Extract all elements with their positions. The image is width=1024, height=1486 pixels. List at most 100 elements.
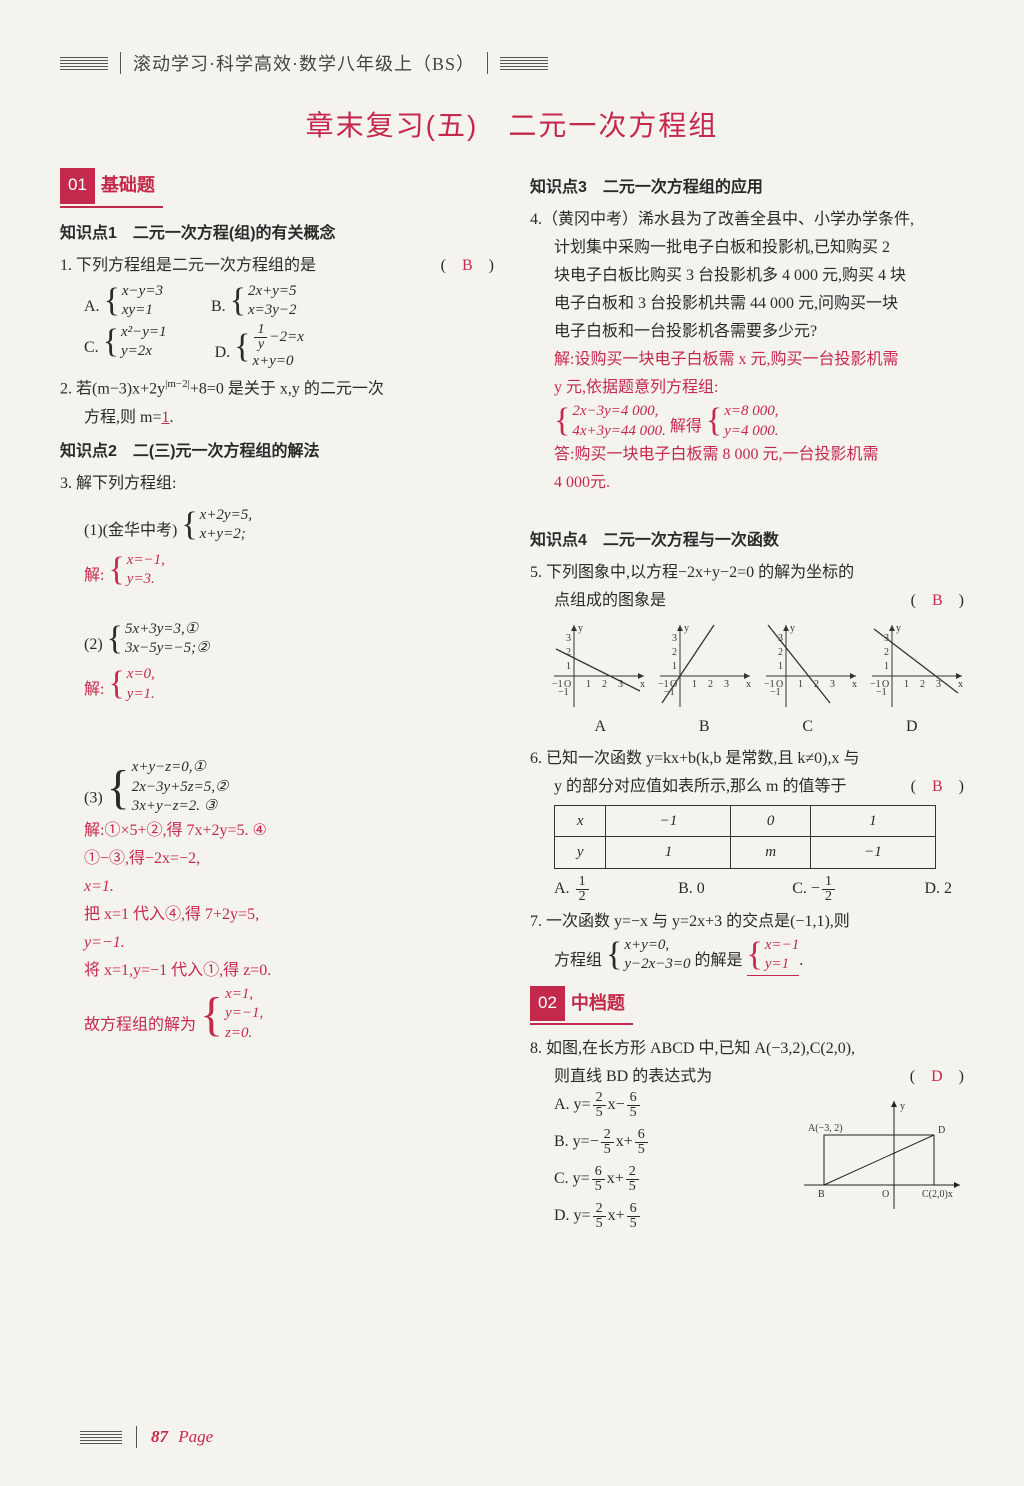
svg-text:y: y bbox=[684, 623, 689, 634]
svg-text:3: 3 bbox=[936, 679, 941, 690]
svg-text:1: 1 bbox=[566, 661, 571, 672]
q5-label-a: A bbox=[594, 713, 606, 741]
label-o: O bbox=[882, 1189, 889, 1200]
svg-text:3: 3 bbox=[672, 633, 677, 644]
q4-l5: 电子白板和一台投影机各需要多少元? bbox=[554, 318, 964, 346]
q8-diagram: A(−3, 2) D B O C(2,0)x y bbox=[794, 1095, 964, 1225]
page-number: 87 bbox=[151, 1427, 168, 1446]
q6-options: A. 12 B. 0 C. −12 D. 2 bbox=[554, 875, 952, 904]
q3-part2: (2) {5x+3y=3,①3x−5y=−5;② bbox=[84, 620, 494, 659]
q3p3-step7: 故方程组的解为 {x=1,y=−1,z=0. bbox=[84, 985, 494, 1044]
q3p3-s7-text: 故方程组的解为 bbox=[84, 1017, 196, 1034]
knowledge-point-3: 知识点3 二元一次方程组的应用 bbox=[530, 174, 964, 202]
q7-period: . bbox=[799, 952, 803, 969]
svg-text:1: 1 bbox=[778, 661, 783, 672]
svg-text:1: 1 bbox=[692, 679, 697, 690]
svg-text:2: 2 bbox=[778, 647, 783, 658]
label-d: D bbox=[938, 1125, 945, 1136]
q5-chart-a: yx O 123 123 −1−1 bbox=[548, 621, 646, 711]
cell: −1 bbox=[606, 806, 731, 837]
section-badge-01: 01 基础题 bbox=[60, 168, 163, 208]
q8-l1: 8. 如图,在长方形 ABCD 中,已知 A(−3,2),C(2,0), bbox=[530, 1035, 964, 1063]
label-c: C(2,0)x bbox=[922, 1189, 953, 1200]
q4-mid: 解得 bbox=[670, 418, 702, 435]
answer-paren: ( D ) bbox=[910, 1063, 964, 1091]
svg-text:1: 1 bbox=[586, 679, 591, 690]
q5-l2-text: 点组成的图象是 bbox=[554, 592, 666, 609]
answer-paren: ( B ) bbox=[911, 773, 964, 801]
left-column: 01 基础题 知识点1 二元一次方程(组)的有关概念 1. 下列方程组是二元一次… bbox=[60, 168, 494, 1231]
right-column: 知识点3 二元一次方程组的应用 4.（黄冈中考）浠水县为了改善全县中、小学办学条… bbox=[530, 168, 964, 1231]
svg-text:3: 3 bbox=[566, 633, 571, 644]
q3p2-sol-label: 解: bbox=[84, 681, 104, 698]
q6-option-c: C. −12 bbox=[792, 875, 837, 904]
q5-chart-c: yx O 123 123 −1−1 bbox=[760, 621, 858, 711]
badge-number: 02 bbox=[530, 986, 565, 1022]
q5-chart-labels: A B C D bbox=[548, 713, 964, 741]
q8-l2: 则直线 BD 的表达式为 ( D ) bbox=[554, 1063, 964, 1091]
q3p1-solution: 解: {x=−1,y=3. bbox=[84, 551, 494, 590]
q4-l2: 计划集中采购一批电子白板和投影机,已知购买 2 bbox=[554, 234, 964, 262]
svg-text:y: y bbox=[578, 623, 583, 634]
q7-l2: 方程组 {x+y=0,y−2x−3=0 的解是 {x=−1y=1. bbox=[554, 936, 964, 976]
q5-label-d: D bbox=[906, 713, 918, 741]
cell: m bbox=[731, 837, 810, 868]
two-column-layout: 01 基础题 知识点1 二元一次方程(组)的有关概念 1. 下列方程组是二元一次… bbox=[60, 168, 964, 1231]
svg-text:1: 1 bbox=[672, 661, 677, 672]
q1-options-row2: C. {x²−y=1y=2x D. {1y−2=xx+y=0 bbox=[84, 323, 494, 372]
svg-text:y: y bbox=[790, 623, 795, 634]
q3p2-label: (2) bbox=[84, 636, 103, 653]
q2-exp: |m−2| bbox=[165, 378, 190, 390]
q8-l2-text: 则直线 BD 的表达式为 bbox=[554, 1068, 712, 1085]
q1-stem: 1. 下列方程组是二元一次方程组的是 bbox=[60, 257, 316, 274]
q1-option-d: D. {1y−2=xx+y=0 bbox=[215, 323, 304, 372]
svg-text:x: x bbox=[852, 679, 857, 690]
decor-lines-right bbox=[500, 57, 548, 70]
q3-part3: (3) {x+y−z=0,①2x−3y+5z=5,②3x+y−z=2. ③ bbox=[84, 758, 494, 817]
q6-answer: B bbox=[932, 778, 943, 795]
q3p2-solution: 解: {x=0,y=1. bbox=[84, 665, 494, 704]
q1-options-row1: A. {x−y=3xy=1 B. {2x+y=5x=3y−2 bbox=[84, 282, 494, 321]
q3p1-label: (1)(金华中考) bbox=[84, 522, 177, 539]
q7-mid: 的解是 bbox=[695, 952, 743, 969]
q3p3-step3: x=1. bbox=[84, 873, 494, 901]
footer-text: 87 Page bbox=[151, 1427, 213, 1447]
answer-paren: ( B ) bbox=[911, 587, 964, 615]
q5-l2: 点组成的图象是 ( B ) bbox=[554, 587, 964, 615]
svg-text:y: y bbox=[896, 623, 901, 634]
q3p3-step6: 将 x=1,y=−1 代入①,得 z=0. bbox=[84, 957, 494, 985]
question-3-title: 3. 解下列方程组: bbox=[60, 470, 494, 498]
q1-option-c: C. {x²−y=1y=2x bbox=[84, 323, 167, 372]
q1-option-a: A. {x−y=3xy=1 bbox=[84, 282, 163, 321]
q2-stem-a: 2. 若(m−3)x+2y bbox=[60, 381, 165, 398]
decor-bar bbox=[120, 52, 121, 74]
q3p3-step2: ①−③,得−2x=−2, bbox=[84, 845, 494, 873]
answer-paren: ( B ) bbox=[441, 252, 494, 280]
page-header: 滚动学习·科学高效·数学八年级上（BS） bbox=[60, 50, 964, 76]
q4-l3: 块电子白板比购买 3 台投影机多 4 000 元,购买 4 块 bbox=[554, 262, 964, 290]
q1-option-b: B. {2x+y=5x=3y−2 bbox=[211, 282, 297, 321]
cell: −1 bbox=[810, 837, 935, 868]
svg-text:x: x bbox=[958, 679, 963, 690]
label-b: B bbox=[818, 1189, 825, 1200]
header-text: 滚动学习·科学高效·数学八年级上（BS） bbox=[133, 50, 475, 76]
svg-text:1: 1 bbox=[884, 661, 889, 672]
q6-option-b: B. 0 bbox=[678, 875, 705, 904]
q4-l1: 4.（黄冈中考）浠水县为了改善全县中、小学办学条件, bbox=[530, 206, 964, 234]
svg-text:−1: −1 bbox=[558, 687, 569, 698]
svg-text:x: x bbox=[640, 679, 645, 690]
q4-s1: 解:设购买一块电子白板需 x 元,购买一台投影机需 bbox=[554, 346, 964, 374]
q4-s3: 答:购买一块电子白板需 8 000 元,一台投影机需 bbox=[554, 441, 964, 469]
svg-text:1: 1 bbox=[798, 679, 803, 690]
knowledge-point-2: 知识点2 二(三)元一次方程组的解法 bbox=[60, 438, 494, 466]
svg-text:2: 2 bbox=[884, 647, 889, 658]
svg-text:2: 2 bbox=[672, 647, 677, 658]
q7-l2-a: 方程组 bbox=[554, 952, 602, 969]
label-a: A(−3, 2) bbox=[808, 1123, 843, 1134]
cell: y bbox=[555, 837, 606, 868]
svg-text:2: 2 bbox=[920, 679, 925, 690]
svg-text:2: 2 bbox=[708, 679, 713, 690]
q2-stem-c: 方程,则 m= bbox=[84, 409, 161, 426]
q5-answer: B bbox=[932, 592, 943, 609]
label-y: y bbox=[900, 1101, 905, 1112]
